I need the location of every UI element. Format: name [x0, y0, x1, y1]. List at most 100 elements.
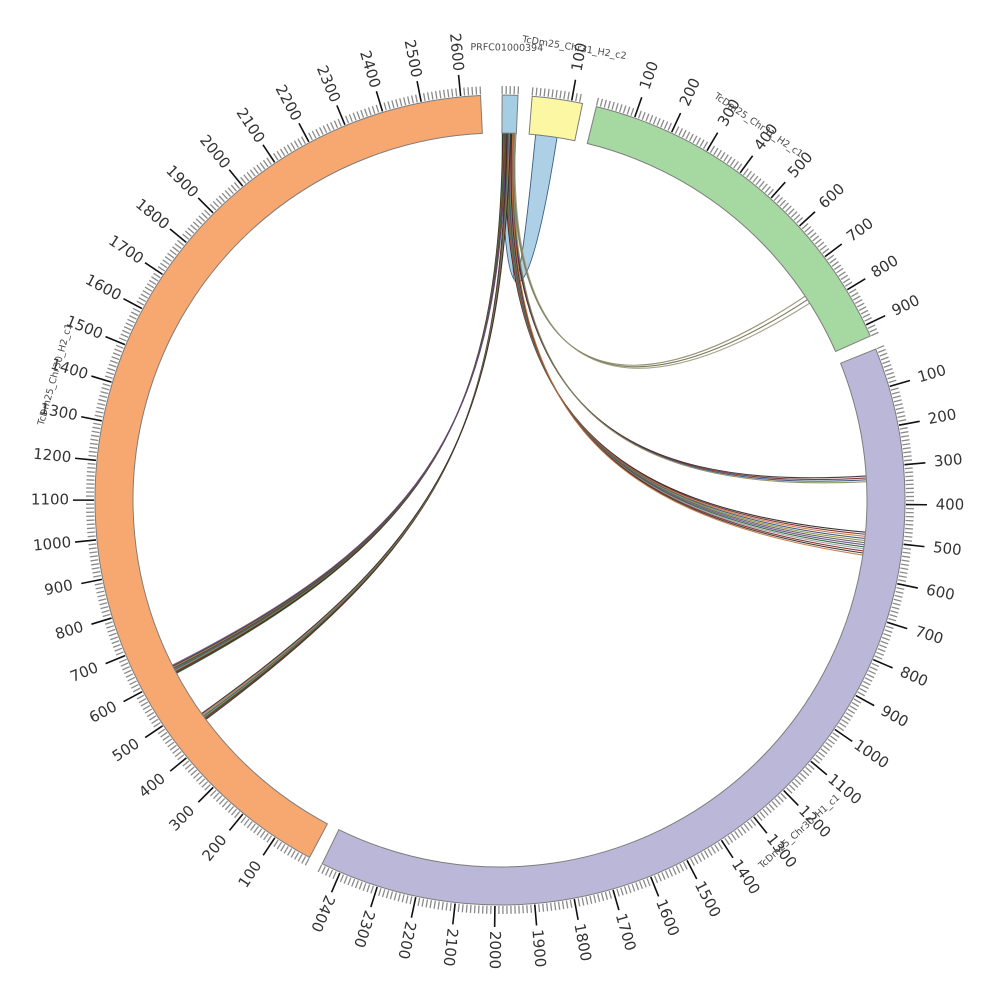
minor-tick [240, 816, 247, 824]
minor-tick [243, 818, 250, 826]
minor-tick [249, 823, 256, 831]
minor-tick [293, 140, 299, 148]
minor-tick [885, 625, 894, 630]
minor-tick [425, 899, 429, 908]
minor-tick [164, 256, 172, 262]
minor-tick [862, 680, 871, 686]
minor-tick [95, 586, 104, 590]
minor-tick [693, 856, 699, 864]
minor-tick [259, 162, 266, 170]
minor-tick [461, 904, 464, 913]
minor-tick [339, 874, 345, 883]
minor-tick [198, 778, 206, 785]
minor-tick [174, 243, 182, 250]
minor-tick [877, 647, 886, 653]
minor-tick [623, 886, 628, 895]
minor-tick [761, 183, 768, 191]
minor-tick [246, 171, 253, 179]
minor-tick [871, 662, 880, 668]
minor-tick [162, 259, 170, 266]
minor-tick [595, 97, 600, 106]
minor-tick [132, 307, 141, 313]
minor-tick [726, 156, 733, 164]
minor-tick [437, 901, 440, 910]
tick-label: 2500 [401, 38, 426, 79]
minor-tick [142, 290, 151, 296]
minor-tick [167, 741, 175, 748]
minor-tick [733, 161, 739, 169]
minor-tick [881, 636, 890, 641]
tick-label: 800 [897, 663, 930, 691]
minor-tick [333, 120, 339, 129]
minor-tick [561, 901, 565, 910]
minor-tick [882, 360, 891, 365]
minor-tick [195, 218, 203, 225]
minor-tick [136, 300, 145, 306]
ribbon-line [172, 133, 507, 666]
major-tick [670, 112, 682, 133]
minor-tick [740, 826, 747, 834]
minor-tick [169, 249, 177, 256]
major-tick [81, 578, 102, 585]
major-tick [650, 876, 660, 897]
ribbon-line [512, 133, 867, 484]
minor-tick [262, 159, 269, 168]
tick-label: 800 [868, 251, 902, 281]
minor-tick [89, 551, 98, 554]
minor-tick [172, 747, 180, 754]
minor-tick [114, 348, 123, 353]
minor-tick [901, 439, 910, 442]
minor-tick [839, 722, 847, 728]
minor-tick [900, 435, 910, 438]
minor-tick [736, 163, 743, 171]
minor-tick [100, 605, 109, 610]
minor-tick [352, 112, 357, 121]
minor-tick [89, 442, 98, 446]
major-tick [898, 420, 920, 426]
minor-tick [672, 867, 677, 875]
minor-tick [426, 92, 430, 101]
minor-tick [809, 232, 817, 239]
minor-tick [710, 846, 717, 854]
minor-tick [360, 109, 365, 118]
minor-tick [297, 854, 303, 862]
minor-tick [874, 655, 883, 660]
minor-tick [148, 279, 157, 285]
minor-tick [657, 873, 662, 882]
minor-tick [89, 446, 98, 450]
minor-tick [696, 137, 702, 146]
minor-tick [91, 566, 100, 570]
minor-tick [99, 394, 108, 399]
minor-tick [893, 399, 902, 403]
minor-tick [661, 872, 666, 880]
minor-tick [395, 99, 399, 108]
minor-tick [204, 209, 211, 217]
minor-tick [758, 180, 765, 188]
minor-tick [146, 283, 155, 289]
major-tick [144, 262, 163, 276]
minor-tick [862, 313, 871, 319]
minor-tick [391, 100, 395, 109]
minor-tick [88, 454, 97, 457]
minor-tick [449, 902, 452, 912]
tick-label: 2100 [233, 105, 269, 147]
minor-tick [455, 88, 458, 97]
minor-tick [765, 806, 772, 814]
minor-tick [845, 712, 853, 718]
major-tick [872, 658, 893, 669]
minor-tick [457, 903, 460, 912]
major-tick [783, 789, 799, 807]
minor-tick [108, 632, 117, 637]
major-tick [770, 181, 786, 199]
minor-tick [177, 239, 185, 246]
minor-tick [563, 91, 566, 100]
tick-label: 2400 [307, 893, 339, 935]
minor-tick [585, 896, 589, 905]
minor-tick [764, 186, 771, 194]
minor-tick [347, 877, 352, 886]
minor-tick [177, 754, 185, 761]
minor-tick [324, 867, 330, 876]
minor-tick [129, 680, 137, 686]
minor-tick [224, 803, 232, 811]
